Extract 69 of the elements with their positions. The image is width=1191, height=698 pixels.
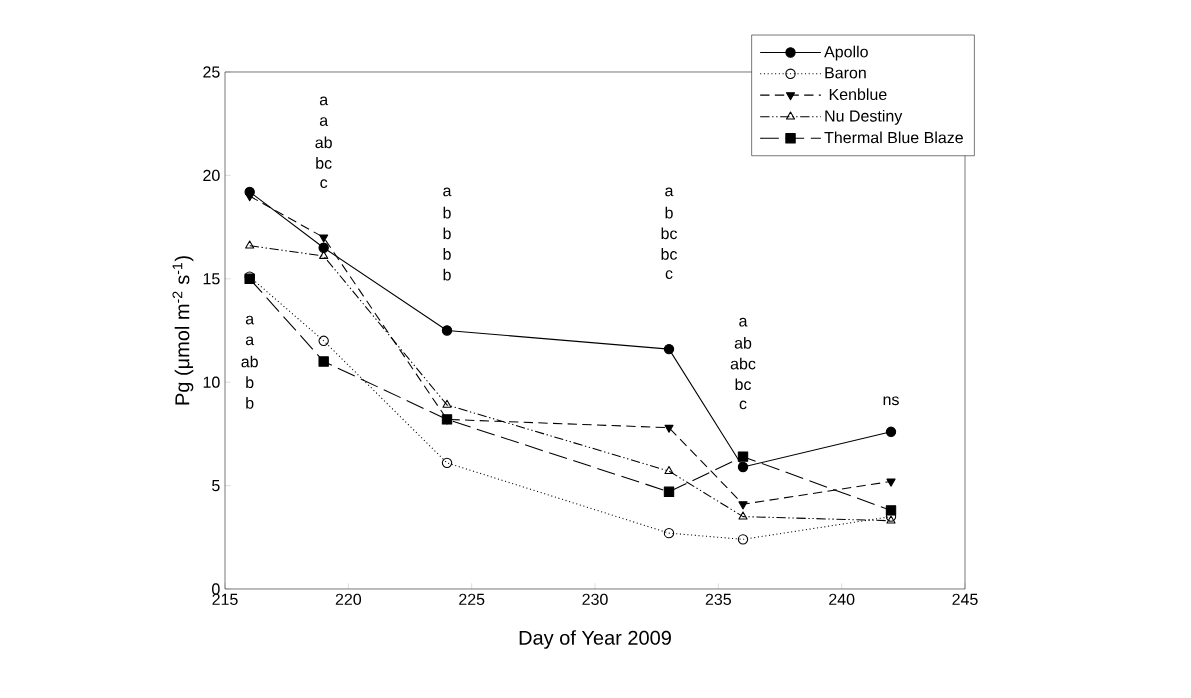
point	[245, 193, 255, 202]
point	[737, 534, 749, 545]
annotation: c	[320, 179, 328, 189]
annotation: a	[443, 187, 452, 197]
annotation: ab	[734, 337, 752, 349]
y-tick-label: 25	[203, 66, 220, 78]
point	[663, 486, 675, 497]
y-tick-label: 20	[203, 169, 220, 182]
annotation: abc	[730, 357, 756, 370]
annotation: ab	[241, 355, 258, 368]
point	[663, 527, 675, 539]
point	[442, 399, 452, 408]
annotation: bc	[661, 227, 678, 240]
point	[318, 356, 329, 367]
legend-label: Baron	[825, 67, 866, 79]
annotation: b	[246, 376, 254, 389]
annotation: b	[443, 227, 451, 240]
annotation: a	[739, 317, 748, 327]
x-tick-label: 215	[212, 593, 238, 606]
annotation: b	[665, 206, 673, 219]
annotation: a	[245, 336, 255, 346]
legend-label: Thermal Blue Blaze	[824, 131, 963, 144]
annotation: a	[665, 187, 674, 197]
point	[885, 426, 897, 438]
y-tick-label: 10	[203, 376, 220, 388]
point	[663, 343, 675, 355]
x-tick-label: 225	[459, 593, 485, 606]
x-axis-title: Day of Year 2009	[519, 630, 671, 649]
point	[664, 424, 674, 433]
point	[885, 505, 897, 516]
annotation: ab	[315, 136, 332, 149]
annotation: bc	[661, 248, 678, 260]
y-tick-label: 5	[212, 480, 220, 492]
x-tick-label: 245	[952, 593, 978, 606]
x-tick-label: 220	[335, 593, 362, 606]
annotation: c	[665, 270, 673, 280]
annotation: bc	[316, 157, 332, 169]
annotation: b	[443, 206, 451, 219]
point	[441, 457, 453, 469]
annotation: ns	[883, 396, 899, 406]
point	[737, 461, 749, 473]
point	[319, 234, 329, 243]
annotation: a	[319, 117, 329, 126]
point	[738, 511, 748, 520]
x-tick-label: 240	[829, 593, 855, 606]
point	[886, 515, 896, 524]
x-tick-label: 230	[582, 593, 608, 606]
point	[737, 451, 749, 462]
point	[245, 240, 255, 249]
point	[886, 478, 896, 487]
legend-label: Kenblue	[829, 88, 887, 101]
annotation: a	[245, 315, 255, 325]
point	[318, 242, 329, 253]
annotation: a	[319, 96, 329, 106]
point	[738, 501, 748, 510]
x-tick-label: 235	[705, 593, 731, 606]
point	[441, 325, 453, 336]
y-axis-title: Pg (μmol m$^{-2}$ s$^{-1}$)	[172, 256, 194, 405]
legend-label: Nu Destiny	[825, 109, 903, 125]
legend-label: Apollo	[824, 45, 868, 61]
point	[664, 465, 674, 474]
y-tick-label: 0	[212, 583, 220, 595]
annotation: c	[739, 400, 747, 410]
annotation: b	[246, 397, 254, 409]
point	[318, 335, 329, 347]
y-tick-label: 15	[203, 273, 220, 285]
annotation: b	[443, 248, 451, 260]
annotation: bc	[735, 378, 752, 391]
annotation: b	[443, 268, 451, 281]
